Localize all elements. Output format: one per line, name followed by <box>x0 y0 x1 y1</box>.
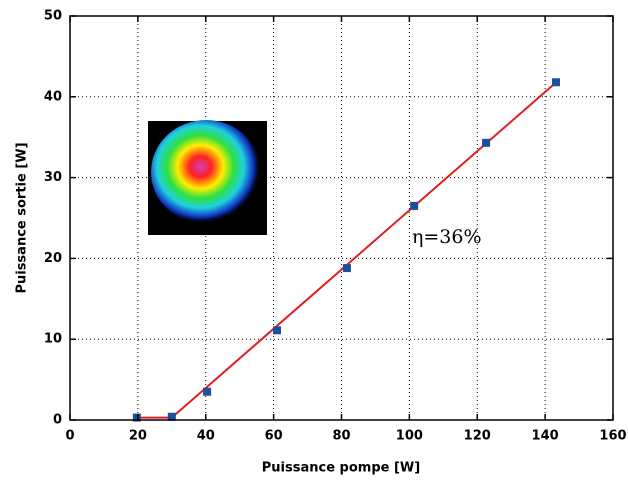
x-tick-label: 140 <box>532 429 559 444</box>
data-point <box>482 138 491 147</box>
data-point <box>167 412 176 421</box>
x-tick-label: 160 <box>599 429 626 444</box>
x-tick-label: 0 <box>65 429 74 444</box>
beam-profile <box>151 120 261 224</box>
x-tick-label: 100 <box>396 429 423 444</box>
data-point <box>410 201 419 210</box>
x-tick-label: 120 <box>464 429 491 444</box>
plot <box>132 78 560 422</box>
annotation: η=36% <box>412 226 482 248</box>
data-point <box>342 264 351 273</box>
inset-image <box>148 120 267 235</box>
data-point <box>551 78 560 87</box>
data-point <box>273 326 282 335</box>
x-tick-label: 80 <box>332 429 350 444</box>
x-tick-label: 40 <box>197 429 215 444</box>
data-point <box>132 413 141 422</box>
y-tick-label: 30 <box>44 170 62 185</box>
data-point <box>203 387 212 396</box>
y-tick-label: 40 <box>44 89 62 104</box>
x-tick-label: 60 <box>265 429 283 444</box>
y-tick-label: 50 <box>44 9 62 24</box>
x-axis-label: Puissance pompe [W] <box>262 461 420 476</box>
y-tick-label: 0 <box>53 413 62 428</box>
x-tick-label: 20 <box>129 429 147 444</box>
y-axis-label: Puissance sortie [W] <box>15 142 30 293</box>
y-tick-label: 20 <box>44 251 62 266</box>
y-tick-label: 10 <box>44 332 62 347</box>
